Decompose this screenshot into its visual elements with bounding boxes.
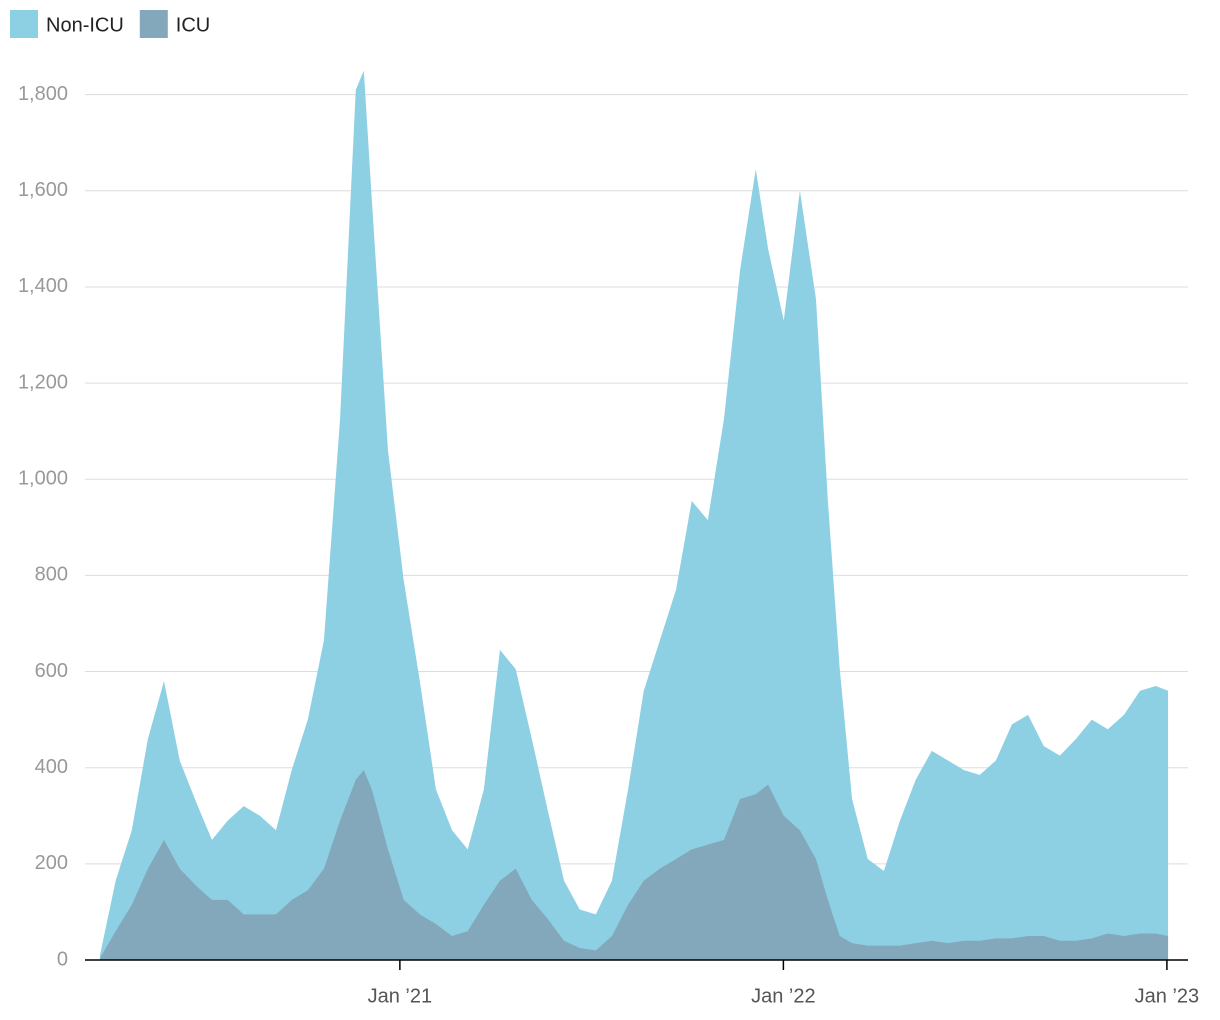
area bbox=[99, 70, 1169, 960]
legend-swatch bbox=[10, 10, 38, 38]
x-tick-label: Jan ’21 bbox=[368, 985, 433, 1007]
y-tick-label: 1,800 bbox=[18, 83, 68, 105]
y-tick-label: 0 bbox=[57, 948, 68, 970]
x-tick-label: Jan ’22 bbox=[751, 985, 816, 1007]
legend-label: ICU bbox=[176, 14, 210, 36]
legend-swatch bbox=[139, 10, 168, 38]
y-tick-label: 400 bbox=[35, 756, 68, 778]
y-tick-label: 1,200 bbox=[18, 371, 68, 393]
area bbox=[99, 770, 1169, 960]
y-tick-label: 800 bbox=[35, 564, 68, 586]
x-tick-label: Jan ’23 bbox=[1135, 985, 1200, 1007]
legend-label: Non-ICU bbox=[46, 14, 124, 36]
y-tick-label: 600 bbox=[35, 660, 68, 682]
y-tick-label: 200 bbox=[35, 852, 68, 874]
y-tick-label: 1,600 bbox=[18, 179, 68, 201]
y-tick-label: 1,000 bbox=[18, 468, 68, 490]
y-tick-label: 1,400 bbox=[18, 275, 68, 297]
